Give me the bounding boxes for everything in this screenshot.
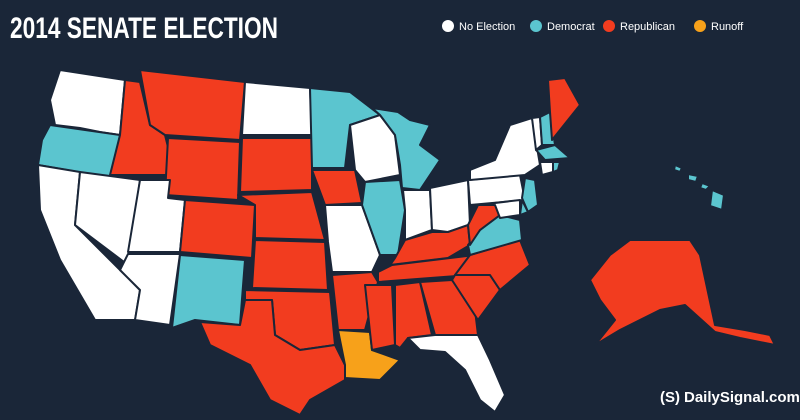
legend-swatch <box>442 20 454 32</box>
state <box>477 199 521 219</box>
title: 2014 SENATE ELECTION <box>10 12 278 45</box>
state <box>239 137 313 193</box>
state <box>179 199 256 259</box>
site: DailySignal.com <box>684 389 800 406</box>
state <box>699 182 711 191</box>
state <box>237 191 326 241</box>
state <box>709 189 725 211</box>
legend-swatch <box>603 20 615 32</box>
state <box>251 239 329 291</box>
state <box>687 173 699 183</box>
state <box>407 334 506 413</box>
states <box>37 69 776 416</box>
legend-label: Republican <box>620 21 675 33</box>
legend-label: No Election <box>459 21 515 33</box>
state <box>429 179 471 233</box>
logo: (S) <box>660 389 680 406</box>
state <box>164 137 241 201</box>
state <box>119 253 181 326</box>
state <box>364 284 396 351</box>
state <box>521 177 539 213</box>
legend-swatch <box>694 20 706 32</box>
legend-label: Runoff <box>711 21 744 33</box>
state <box>49 69 126 136</box>
legend-swatch <box>530 20 542 32</box>
state <box>547 77 581 141</box>
state <box>552 161 561 173</box>
state <box>241 81 313 136</box>
state <box>589 239 776 346</box>
legend-label: Democrat <box>547 21 595 33</box>
state <box>139 69 246 141</box>
legend: No Election Democrat Republican Runoff <box>442 20 744 33</box>
state <box>371 107 441 191</box>
state <box>171 254 246 329</box>
state <box>539 161 554 176</box>
state <box>199 299 346 416</box>
state <box>535 144 571 161</box>
state <box>673 164 683 173</box>
state <box>419 279 479 336</box>
